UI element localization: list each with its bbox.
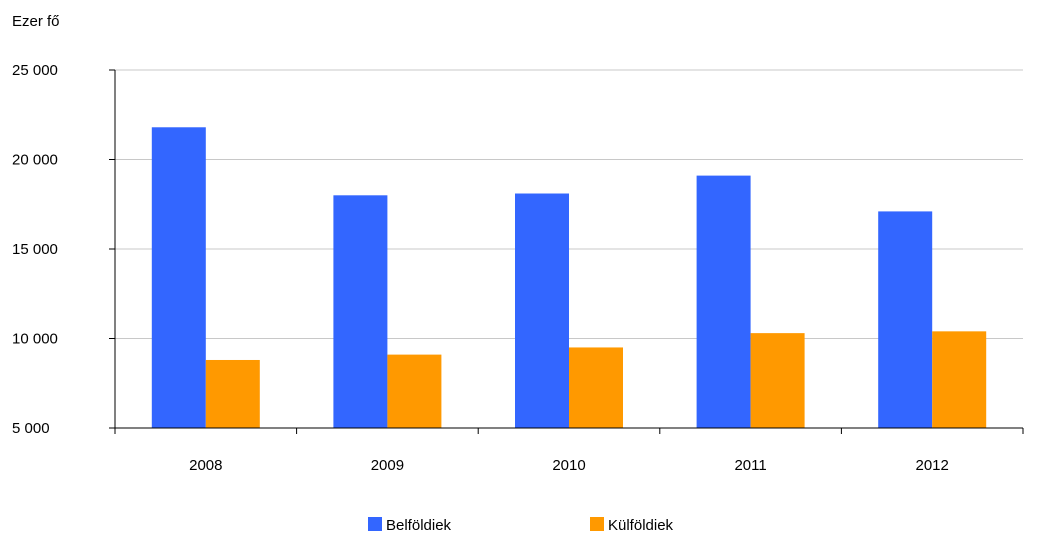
y-tick-label: 15 000: [12, 241, 58, 258]
y-axis-ticks: 5 000 10 000 15 000 20 000 25 000: [12, 62, 115, 437]
bar-külföldiek-2008: [205, 359, 260, 428]
x-tick-label: 2010: [552, 457, 585, 474]
bar-külföldiek-2012: [932, 331, 987, 428]
bar-belföldiek-2009: [333, 195, 388, 428]
legend-swatch: [590, 517, 604, 531]
y-tick-label: 10 000: [12, 331, 58, 348]
x-axis-ticks: 2008 2009 2010 2011 2012: [114, 428, 1024, 474]
y-tick-label: 20 000: [12, 152, 58, 169]
bar-belföldiek-2010: [515, 193, 569, 428]
bar-külföldiek-2011: [750, 333, 805, 428]
bars: [151, 127, 987, 428]
bar-belföldiek-2012: [878, 211, 933, 428]
x-tick-label: 2012: [916, 457, 949, 474]
y-tick-label: 25 000: [12, 62, 58, 79]
legend: Belföldiek Külföldiek: [368, 517, 674, 534]
x-tick-label: 2011: [734, 457, 766, 474]
legend-swatch: [368, 517, 382, 531]
x-tick-label: 2008: [189, 457, 222, 474]
bar-belföldiek-2008: [151, 127, 206, 428]
legend-label: Külföldiek: [608, 517, 674, 534]
bar-külföldiek-2010: [569, 347, 623, 428]
y-tick-label: 5 000: [12, 420, 50, 437]
x-tick-label: 2009: [371, 457, 404, 474]
bar-külföldiek-2009: [387, 354, 442, 428]
bar-belföldiek-2011: [696, 175, 751, 428]
legend-label: Belföldiek: [386, 517, 452, 534]
y-axis-unit-label: Ezer fő: [12, 13, 60, 30]
